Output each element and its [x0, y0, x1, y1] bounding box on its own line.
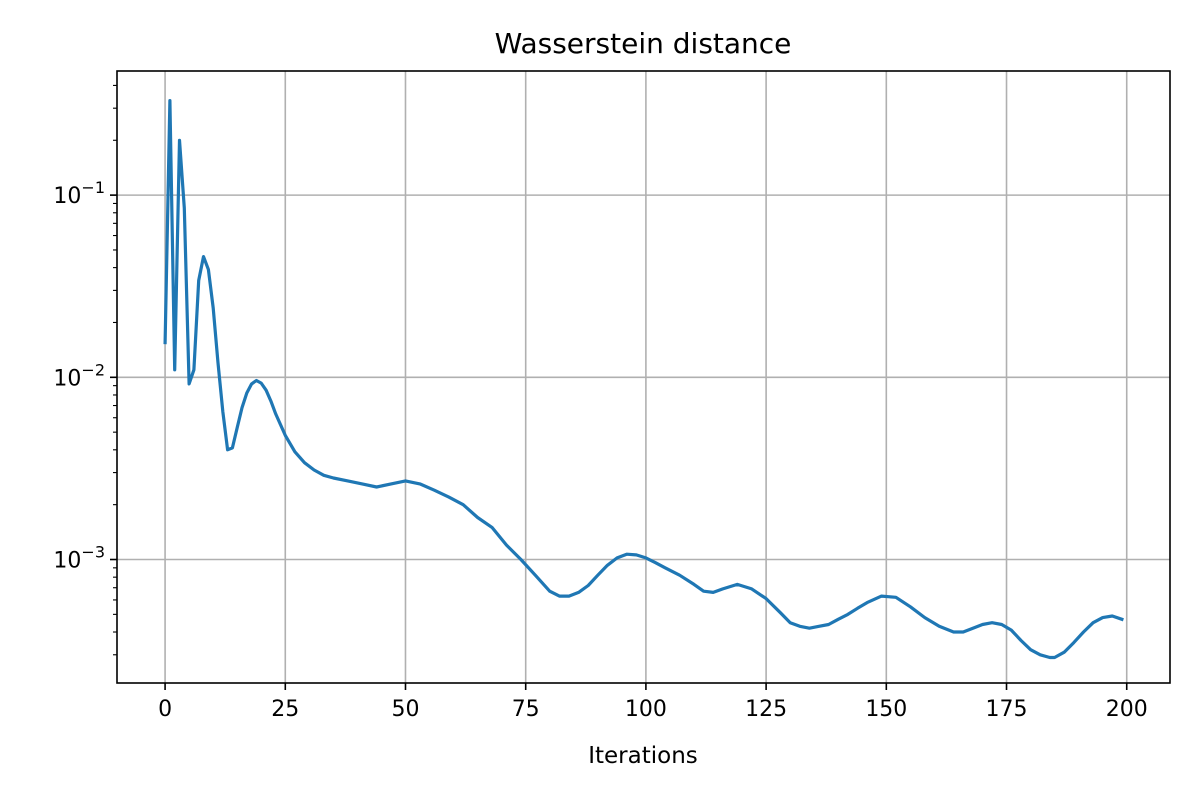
- y-tick-label-base: 10: [53, 184, 81, 209]
- x-tick-label: 100: [625, 697, 667, 722]
- x-tick-label: 150: [865, 697, 907, 722]
- y-tick-label: 10−2: [53, 360, 105, 391]
- y-tick-label-base: 10: [53, 366, 81, 391]
- x-axis-title: Iterations: [588, 743, 698, 769]
- chart-title: Wasserstein distance: [495, 27, 792, 60]
- x-tick-label: 50: [391, 697, 419, 722]
- y-tick-label: 10−1: [53, 178, 105, 209]
- y-tick-label: 10−3: [53, 543, 105, 574]
- series-layer: [163, 98, 1124, 660]
- x-tick-label: 75: [512, 697, 540, 722]
- x-tick-label: 200: [1106, 697, 1148, 722]
- x-tick-label: 125: [745, 697, 787, 722]
- y-tick-label-exponent: −3: [81, 543, 105, 562]
- x-tick-label: 0: [158, 697, 172, 722]
- grid: [117, 71, 1170, 683]
- y-tick-label-exponent: −2: [81, 360, 105, 379]
- y-tick-label-exponent: −1: [81, 178, 105, 197]
- series-line: [163, 98, 1124, 660]
- x-tick-label: 175: [986, 697, 1028, 722]
- y-tick-label-base: 10: [53, 549, 81, 574]
- x-tick-label: 25: [271, 697, 299, 722]
